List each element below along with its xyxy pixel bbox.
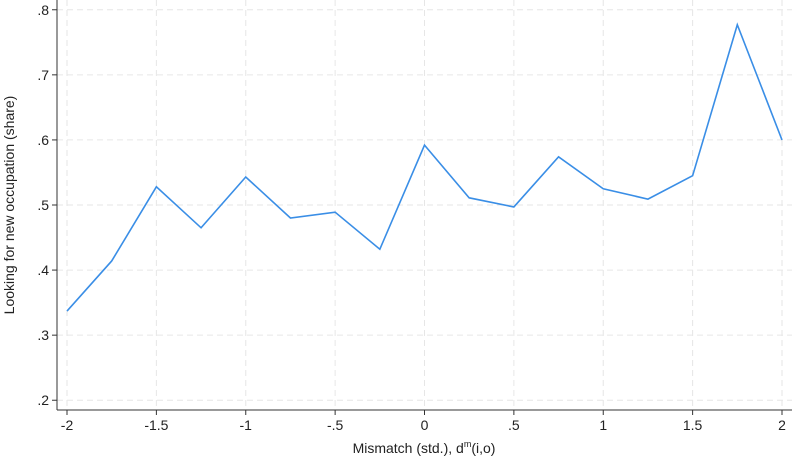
x-axis-label-main: Mismatch (std.), d [353, 440, 464, 456]
y-tick-label: .6 [37, 132, 49, 148]
y-tick-label: .3 [37, 327, 49, 343]
x-axis-label: Mismatch (std.), dm(i,o) [353, 439, 496, 456]
x-tick-label: 1.5 [683, 417, 703, 433]
data-line [66, 22, 783, 312]
y-tick-label: .7 [37, 67, 49, 83]
y-axis-label: Looking for new occupation (share) [1, 96, 17, 315]
x-tick-label: -2 [61, 417, 74, 433]
x-tick-label: -1 [240, 417, 253, 433]
x-tick-label: 2 [778, 417, 786, 433]
y-tick-label: .4 [37, 262, 49, 278]
y-tick-label: .8 [37, 2, 49, 18]
x-tick-label: 0 [421, 417, 429, 433]
x-tick-label: -1.5 [144, 417, 168, 433]
y-tick-label: .2 [37, 392, 49, 408]
x-tick-label: .5 [508, 417, 520, 433]
x-axis-label-end: (i,o) [471, 440, 495, 456]
x-axis-label-sup: m [464, 439, 472, 449]
x-tick-label: 1 [599, 417, 607, 433]
y-tick-label: .5 [37, 197, 49, 213]
x-tick-label: -.5 [327, 417, 344, 433]
